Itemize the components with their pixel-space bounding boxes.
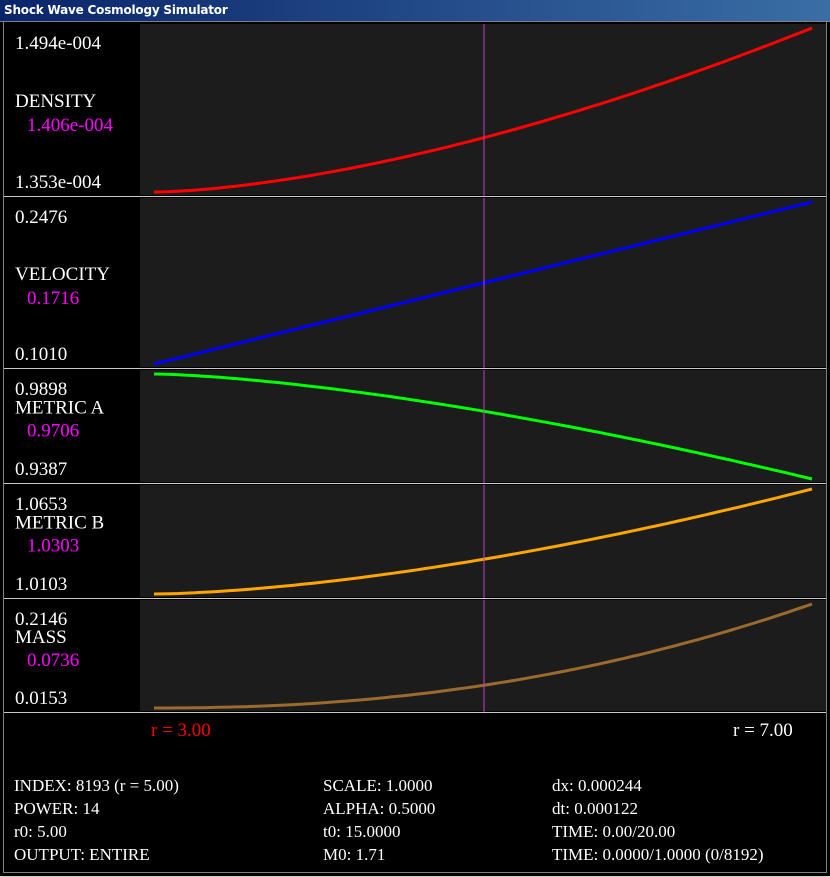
- info-index: INDEX: 8193 (r = 5.00): [14, 776, 179, 795]
- velocity-current-value: 0.1716: [27, 288, 79, 309]
- info-scale: SCALE: 1.0000: [323, 776, 433, 795]
- metric-b-max-label: 1.0653: [15, 494, 67, 515]
- info-dt: dt: 0.000122: [552, 799, 638, 818]
- info-column-2: SCALE: 1.0000 ALPHA: 0.5000 t0: 15.0000 …: [323, 776, 435, 864]
- metric-b-min-label: 1.0103: [15, 574, 67, 595]
- velocity-max-label: 0.2476: [15, 207, 67, 228]
- density-current-value: 1.406e-004: [27, 115, 114, 136]
- metric-b-name-label: METRIC B: [15, 513, 104, 534]
- info-column-1: INDEX: 8193 (r = 5.00) POWER: 14 r0: 5.0…: [14, 776, 179, 864]
- mass-plot-area: [140, 600, 826, 711]
- info-time: TIME: 0.00/20.00: [552, 822, 675, 841]
- panel-density: 1.494e-004 DENSITY 1.406e-004 1.353e-004: [4, 24, 826, 197]
- density-max-label: 1.494e-004: [15, 33, 102, 54]
- velocity-curve: [153, 200, 813, 366]
- panel-metric-b: 1.0653 METRIC B 1.0303 1.0103: [4, 485, 826, 599]
- metric-a-current-value: 0.9706: [27, 421, 79, 442]
- panel-velocity: 0.2476 VELOCITY 0.1716 0.1010: [4, 198, 826, 369]
- info-alpha: ALPHA: 0.5000: [323, 799, 435, 818]
- title-bar[interactable]: Shock Wave Cosmology Simulator: [0, 0, 830, 22]
- panel-mass: 0.2146 MASS 0.0736 0.0153: [4, 600, 826, 713]
- metric-b-curve: [153, 487, 813, 596]
- r-left-label: r = 3.00: [151, 720, 211, 741]
- metric-b-current-value: 1.0303: [27, 536, 79, 557]
- info-time-steps: TIME: 0.0000/1.0000 (0/8192): [552, 845, 764, 864]
- simulator-canvas[interactable]: 1.494e-004 DENSITY 1.406e-004 1.353e-004…: [3, 22, 827, 873]
- mass-curve: [154, 602, 813, 710]
- velocity-min-label: 0.1010: [15, 344, 67, 365]
- metric-a-curve: [153, 372, 813, 481]
- plot-svg: 1.494e-004 DENSITY 1.406e-004 1.353e-004…: [4, 24, 826, 864]
- mass-max-label: 0.2146: [15, 609, 67, 630]
- mass-name-label: MASS: [15, 627, 67, 648]
- mass-current-value: 0.0736: [27, 650, 79, 671]
- info-column-3: dx: 0.000244 dt: 0.000122 TIME: 0.00/20.…: [552, 776, 764, 864]
- metric-a-name-label: METRIC A: [15, 398, 104, 419]
- density-curve: [153, 26, 813, 194]
- info-dx: dx: 0.000244: [552, 776, 642, 795]
- metric-a-min-label: 0.9387: [15, 459, 67, 480]
- info-output: OUTPUT: ENTIRE: [14, 845, 150, 864]
- metric-a-plot-area: [140, 370, 826, 482]
- metric-b-plot-area: [140, 485, 826, 597]
- density-min-label: 1.353e-004: [15, 172, 102, 193]
- info-r0: r0: 5.00: [14, 822, 67, 841]
- r-right-label: r = 7.00: [733, 720, 793, 741]
- window-title: Shock Wave Cosmology Simulator: [4, 3, 228, 17]
- info-power: POWER: 14: [14, 799, 100, 818]
- metric-a-max-label: 0.9898: [15, 379, 67, 400]
- mass-min-label: 0.0153: [15, 688, 67, 709]
- panel-metric-a: 0.9898 METRIC A 0.9706 0.9387: [4, 370, 826, 484]
- info-t0: t0: 15.0000: [323, 822, 400, 841]
- density-name-label: DENSITY: [15, 91, 97, 112]
- density-plot-area: [140, 24, 826, 195]
- velocity-name-label: VELOCITY: [15, 264, 110, 285]
- info-m0: M0: 1.71: [323, 845, 385, 864]
